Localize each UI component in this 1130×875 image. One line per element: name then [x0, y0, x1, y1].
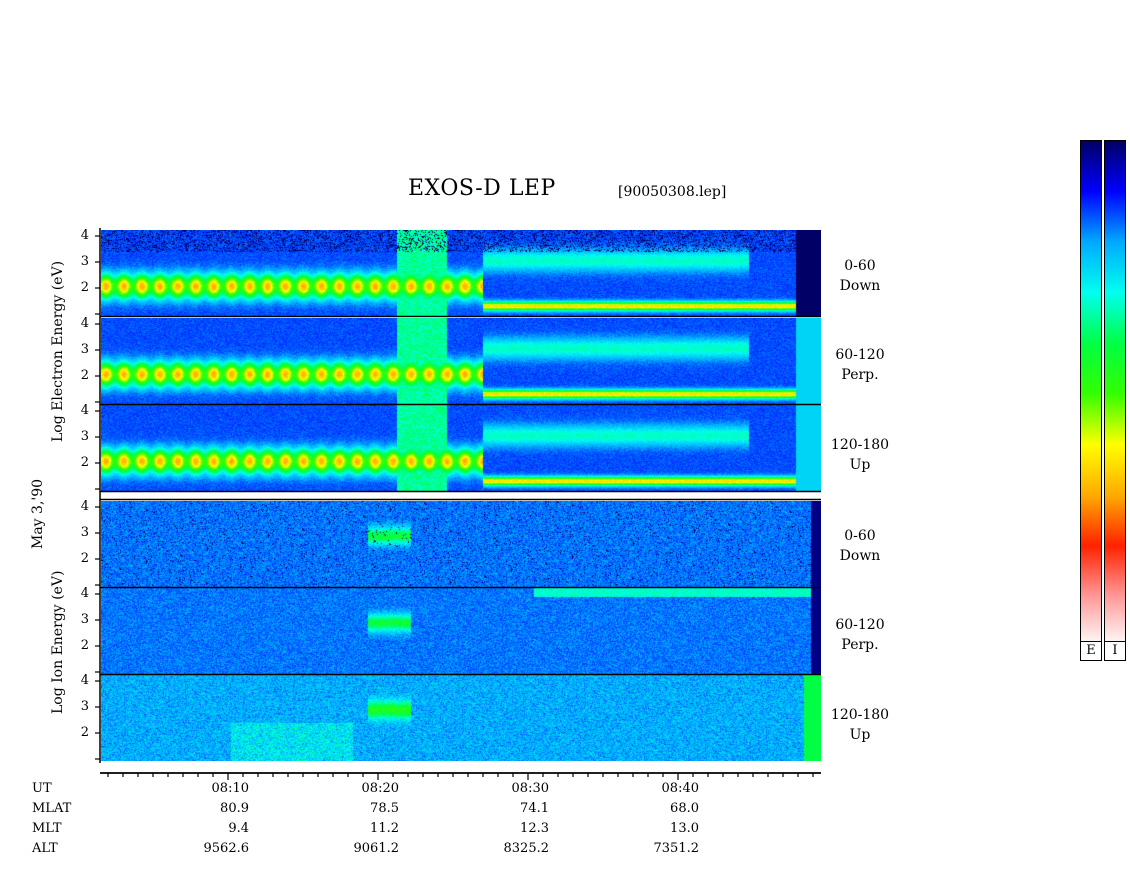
mlat-row-label: MLAT	[32, 801, 72, 816]
alt-value: 9061.2	[353, 841, 400, 856]
pitch-angle-label: 0-60	[844, 258, 876, 274]
ut-value: 08:30	[511, 781, 549, 796]
electron-up-panel	[101, 405, 821, 491]
y-tick-label: 4	[80, 673, 89, 688]
direction-label: Up	[849, 727, 871, 743]
spectrogram-electron-perp	[101, 318, 821, 404]
direction-label: Down	[839, 278, 881, 294]
electron-down-panel	[101, 230, 821, 316]
alt-value: 7351.2	[653, 841, 700, 856]
file-label: [90050308.lep]	[618, 184, 727, 200]
pitch-angle-label: 60-120	[835, 347, 885, 363]
electron-color-bar	[1080, 140, 1102, 648]
ion-color-bar	[1104, 140, 1126, 648]
panel-label-ion-3: 0-60 Down	[820, 526, 900, 566]
chart-title: EXOS-D LEP	[408, 176, 556, 201]
spectrogram-ion-down	[101, 501, 821, 587]
mlat-value: 80.9	[220, 801, 249, 816]
spectrogram-electron-up	[101, 405, 821, 491]
direction-label: Perp.	[841, 367, 879, 383]
ion-color-bar-label: I	[1104, 641, 1126, 661]
ut-value: 08:40	[661, 781, 699, 796]
spectrogram-ion-up	[101, 675, 821, 761]
electron-color-bar-label: E	[1080, 641, 1102, 661]
mlt-value: 13.0	[670, 821, 699, 836]
y-tick-label: 4	[80, 403, 89, 418]
direction-label: Up	[849, 457, 871, 473]
pitch-angle-label: 60-120	[835, 617, 885, 633]
y-tick-label: 4	[80, 499, 89, 514]
y-tick-label: 4	[80, 228, 89, 243]
spectrogram-ion-perp	[101, 588, 821, 674]
y-tick-label: 2	[80, 280, 89, 295]
mlt-row-label: MLT	[32, 821, 62, 836]
pitch-angle-label: 0-60	[844, 528, 876, 544]
ion-up-panel	[101, 675, 821, 761]
mlat-value: 74.1	[520, 801, 549, 816]
ut-value: 08:20	[361, 781, 399, 796]
y-tick-label: 3	[80, 342, 89, 357]
y-tick-label: 3	[80, 699, 89, 714]
y-tick-label: 3	[80, 429, 89, 444]
direction-label: Perp.	[841, 637, 879, 653]
ut-row-label: UT	[32, 781, 52, 796]
y-tick-label: 2	[80, 551, 89, 566]
panel-label-electron-1: 60-120 Perp.	[820, 345, 900, 385]
mlat-value: 78.5	[370, 801, 399, 816]
y-tick-label: 2	[80, 455, 89, 470]
y-tick-label: 3	[80, 612, 89, 627]
ion-down-panel	[101, 501, 821, 587]
ut-value: 08:10	[211, 781, 249, 796]
y-tick-label: 3	[80, 254, 89, 269]
electron-perp-panel	[101, 318, 821, 404]
y-tick-label: 4	[80, 586, 89, 601]
y-tick-label: 3	[80, 525, 89, 540]
alt-value: 9562.6	[203, 841, 250, 856]
panel-label-ion-5: 120-180 Up	[820, 705, 900, 745]
alt-row-label: ALT	[32, 841, 58, 856]
y-tick-label: 2	[80, 368, 89, 383]
panel-label-electron-0: 0-60 Down	[820, 256, 900, 296]
mlt-value: 11.2	[370, 821, 399, 836]
direction-label: Down	[839, 548, 881, 564]
y-tick-label: 2	[80, 638, 89, 653]
y-tick-label: 2	[80, 725, 89, 740]
pitch-angle-label: 120-180	[830, 437, 890, 453]
panel-label-ion-4: 60-120 Perp.	[820, 615, 900, 655]
mlt-value: 12.3	[520, 821, 549, 836]
mlt-value: 9.4	[228, 821, 249, 836]
spectrogram-electron-down	[101, 230, 821, 316]
alt-value: 8325.2	[503, 841, 550, 856]
panel-label-electron-2: 120-180 Up	[820, 435, 900, 475]
mlat-value: 68.0	[670, 801, 699, 816]
pitch-angle-label: 120-180	[830, 707, 890, 723]
y-tick-label: 4	[80, 316, 89, 331]
ion-perp-panel	[101, 588, 821, 674]
